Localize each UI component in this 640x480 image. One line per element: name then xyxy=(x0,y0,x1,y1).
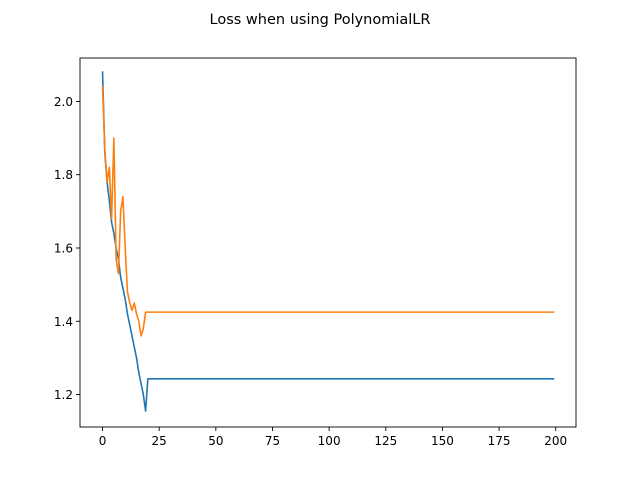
x-tick-label: 175 xyxy=(488,434,511,448)
x-tick-label: 150 xyxy=(431,434,454,448)
y-tick-label: 1.6 xyxy=(54,241,73,255)
y-tick-label: 1.8 xyxy=(54,168,73,182)
x-tick-label: 25 xyxy=(152,434,167,448)
y-tick-label: 1.2 xyxy=(54,388,73,402)
x-tick-label: 125 xyxy=(374,434,397,448)
x-tick-label: 75 xyxy=(265,434,280,448)
x-tick-label: 50 xyxy=(208,434,223,448)
chart-title: Loss when using PolynomialLR xyxy=(210,12,431,28)
x-tick-label: 100 xyxy=(318,434,341,448)
y-tick-label: 2.0 xyxy=(54,95,73,109)
x-tick-label: 200 xyxy=(544,434,567,448)
y-tick-label: 1.4 xyxy=(54,315,73,329)
x-tick-label: 0 xyxy=(99,434,107,448)
